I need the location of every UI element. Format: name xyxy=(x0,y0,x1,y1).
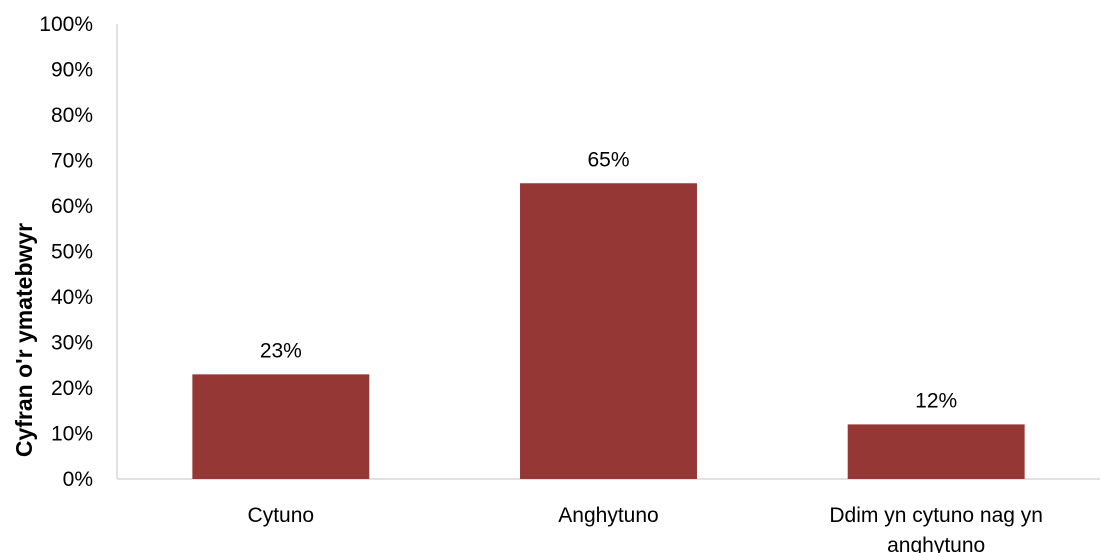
x-tick-label-line: Anghytuno xyxy=(558,504,658,527)
x-tick-label-line: anghytuno xyxy=(887,534,985,553)
y-axis-ticks: 0% 10% 20% 30% 40% 50% 60% 70% 80% 90% 100% xyxy=(39,13,93,491)
x-tick-label-line: Ddim yn cytuno nag yn xyxy=(829,504,1043,527)
bar xyxy=(847,424,1025,479)
x-tick-label: Ddim yn cytuno nag yn anghytuno xyxy=(829,504,1043,553)
y-tick-label: 40% xyxy=(51,286,93,309)
y-tick-label: 80% xyxy=(51,104,93,127)
bars xyxy=(192,183,1025,479)
y-axis-title: Cyfran o'r ymatebwyr xyxy=(11,223,37,457)
y-tick-label: 90% xyxy=(51,59,93,82)
x-tick-label: Cytuno xyxy=(248,504,315,527)
y-tick-label: 20% xyxy=(51,377,93,400)
y-tick-label: 60% xyxy=(51,195,93,218)
bar-data-label: 12% xyxy=(915,389,957,412)
y-tick-label: 30% xyxy=(51,332,93,355)
x-tick-label-line: Cytuno xyxy=(248,504,315,527)
bar xyxy=(192,374,370,479)
y-tick-label: 0% xyxy=(63,468,93,491)
x-tick-label: Anghytuno xyxy=(558,504,658,527)
y-tick-label: 70% xyxy=(51,150,93,173)
bar-data-label: 65% xyxy=(587,148,629,171)
y-tick-label: 10% xyxy=(51,423,93,446)
data-labels: 23% 65% 12% xyxy=(260,148,957,412)
y-tick-label: 50% xyxy=(51,241,93,264)
bar-data-label: 23% xyxy=(260,339,302,362)
bar xyxy=(520,183,697,479)
x-axis-ticks: Cytuno Anghytuno Ddim yn cytuno nag yn angh… xyxy=(248,504,1043,553)
y-tick-label: 100% xyxy=(39,13,93,36)
